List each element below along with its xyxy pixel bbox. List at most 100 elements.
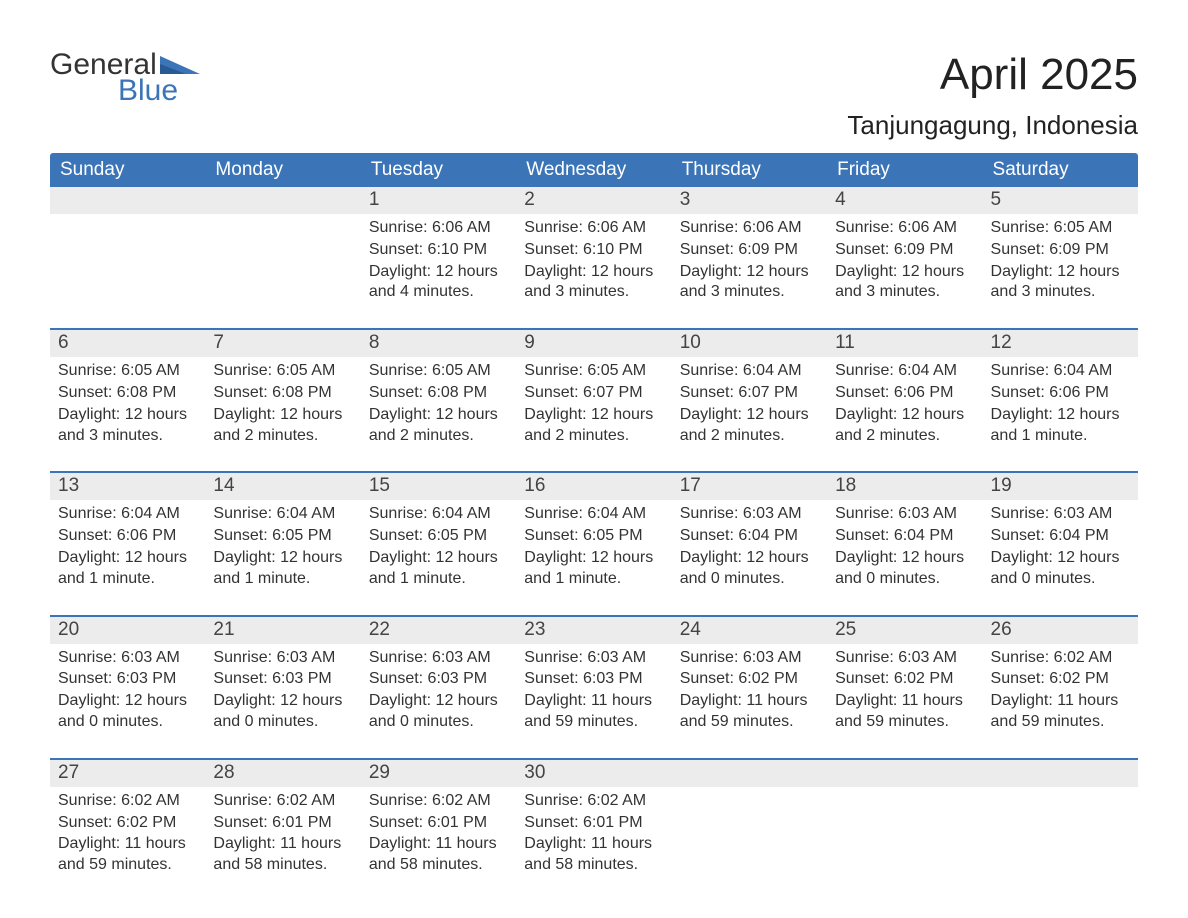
date-number: 4 — [827, 187, 982, 214]
day-cell: 3Sunrise: 6:06 AMSunset: 6:09 PMDaylight… — [672, 187, 827, 310]
daylight-text: Daylight: 12 hours and 4 minutes. — [369, 262, 508, 304]
daylight-text: Daylight: 11 hours and 58 minutes. — [213, 834, 352, 876]
day-body: Sunrise: 6:03 AMSunset: 6:04 PMDaylight:… — [672, 500, 827, 596]
day-cell: 14Sunrise: 6:04 AMSunset: 6:05 PMDayligh… — [205, 473, 360, 596]
logo-text-blue: Blue — [118, 76, 200, 106]
sunrise-text: Sunrise: 6:03 AM — [524, 648, 663, 669]
logo: General Blue — [50, 50, 200, 106]
daylight-text: Daylight: 12 hours and 3 minutes. — [680, 262, 819, 304]
day-body: Sunrise: 6:06 AMSunset: 6:10 PMDaylight:… — [516, 214, 671, 310]
sunrise-text: Sunrise: 6:06 AM — [680, 218, 819, 239]
date-number: 18 — [827, 473, 982, 500]
day-cell: 1Sunrise: 6:06 AMSunset: 6:10 PMDaylight… — [361, 187, 516, 310]
daylight-text: Daylight: 12 hours and 0 minutes. — [369, 691, 508, 733]
date-number: 8 — [361, 330, 516, 357]
daylight-text: Daylight: 12 hours and 1 minute. — [991, 405, 1130, 447]
date-number: 1 — [361, 187, 516, 214]
day-body: Sunrise: 6:03 AMSunset: 6:03 PMDaylight:… — [50, 644, 205, 740]
daylight-text: Daylight: 12 hours and 1 minute. — [524, 548, 663, 590]
day-cell: 17Sunrise: 6:03 AMSunset: 6:04 PMDayligh… — [672, 473, 827, 596]
daylight-text: Daylight: 11 hours and 59 minutes. — [58, 834, 197, 876]
sunrise-text: Sunrise: 6:02 AM — [991, 648, 1130, 669]
day-cell: 24Sunrise: 6:03 AMSunset: 6:02 PMDayligh… — [672, 617, 827, 740]
day-body: Sunrise: 6:04 AMSunset: 6:05 PMDaylight:… — [516, 500, 671, 596]
sunrise-text: Sunrise: 6:02 AM — [369, 791, 508, 812]
location-label: Tanjungagung, Indonesia — [847, 110, 1138, 141]
sunrise-text: Sunrise: 6:06 AM — [369, 218, 508, 239]
weekday-sunday: Sunday — [50, 153, 205, 187]
day-cell — [827, 760, 982, 883]
daylight-text: Daylight: 12 hours and 0 minutes. — [58, 691, 197, 733]
date-number: 21 — [205, 617, 360, 644]
day-body: Sunrise: 6:03 AMSunset: 6:03 PMDaylight:… — [361, 644, 516, 740]
sunset-text: Sunset: 6:09 PM — [991, 240, 1130, 261]
day-cell: 29Sunrise: 6:02 AMSunset: 6:01 PMDayligh… — [361, 760, 516, 883]
daylight-text: Daylight: 12 hours and 1 minute. — [369, 548, 508, 590]
sunset-text: Sunset: 6:06 PM — [835, 383, 974, 404]
day-cell: 10Sunrise: 6:04 AMSunset: 6:07 PMDayligh… — [672, 330, 827, 453]
sunrise-text: Sunrise: 6:02 AM — [213, 791, 352, 812]
sunrise-text: Sunrise: 6:02 AM — [58, 791, 197, 812]
calendar: SundayMondayTuesdayWednesdayThursdayFrid… — [50, 153, 1138, 883]
day-cell: 11Sunrise: 6:04 AMSunset: 6:06 PMDayligh… — [827, 330, 982, 453]
sunset-text: Sunset: 6:01 PM — [369, 813, 508, 834]
day-body: Sunrise: 6:03 AMSunset: 6:03 PMDaylight:… — [516, 644, 671, 740]
daylight-text: Daylight: 12 hours and 0 minutes. — [835, 548, 974, 590]
day-body: Sunrise: 6:03 AMSunset: 6:04 PMDaylight:… — [983, 500, 1138, 596]
week-row: 6Sunrise: 6:05 AMSunset: 6:08 PMDaylight… — [50, 328, 1138, 453]
sunset-text: Sunset: 6:05 PM — [369, 526, 508, 547]
day-body: Sunrise: 6:02 AMSunset: 6:01 PMDaylight:… — [516, 787, 671, 883]
date-number: 14 — [205, 473, 360, 500]
day-body: Sunrise: 6:05 AMSunset: 6:09 PMDaylight:… — [983, 214, 1138, 310]
date-number: 3 — [672, 187, 827, 214]
day-cell — [983, 760, 1138, 883]
week-row: 1Sunrise: 6:06 AMSunset: 6:10 PMDaylight… — [50, 187, 1138, 310]
day-cell: 20Sunrise: 6:03 AMSunset: 6:03 PMDayligh… — [50, 617, 205, 740]
month-title: April 2025 — [847, 50, 1138, 100]
day-body: Sunrise: 6:05 AMSunset: 6:08 PMDaylight:… — [361, 357, 516, 453]
daylight-text: Daylight: 11 hours and 59 minutes. — [524, 691, 663, 733]
day-cell: 12Sunrise: 6:04 AMSunset: 6:06 PMDayligh… — [983, 330, 1138, 453]
date-number: 13 — [50, 473, 205, 500]
daylight-text: Daylight: 12 hours and 0 minutes. — [680, 548, 819, 590]
sunset-text: Sunset: 6:01 PM — [524, 813, 663, 834]
day-body: Sunrise: 6:02 AMSunset: 6:02 PMDaylight:… — [983, 644, 1138, 740]
sunset-text: Sunset: 6:08 PM — [58, 383, 197, 404]
sunrise-text: Sunrise: 6:05 AM — [991, 218, 1130, 239]
daylight-text: Daylight: 11 hours and 59 minutes. — [680, 691, 819, 733]
date-number: 6 — [50, 330, 205, 357]
day-cell: 13Sunrise: 6:04 AMSunset: 6:06 PMDayligh… — [50, 473, 205, 596]
day-cell: 30Sunrise: 6:02 AMSunset: 6:01 PMDayligh… — [516, 760, 671, 883]
daylight-text: Daylight: 12 hours and 2 minutes. — [369, 405, 508, 447]
sunrise-text: Sunrise: 6:06 AM — [835, 218, 974, 239]
day-cell: 27Sunrise: 6:02 AMSunset: 6:02 PMDayligh… — [50, 760, 205, 883]
sunrise-text: Sunrise: 6:04 AM — [369, 504, 508, 525]
day-body: Sunrise: 6:04 AMSunset: 6:06 PMDaylight:… — [50, 500, 205, 596]
sunrise-text: Sunrise: 6:05 AM — [213, 361, 352, 382]
sunset-text: Sunset: 6:08 PM — [213, 383, 352, 404]
day-cell: 28Sunrise: 6:02 AMSunset: 6:01 PMDayligh… — [205, 760, 360, 883]
date-number: 10 — [672, 330, 827, 357]
sunset-text: Sunset: 6:01 PM — [213, 813, 352, 834]
sunrise-text: Sunrise: 6:04 AM — [680, 361, 819, 382]
day-body: Sunrise: 6:06 AMSunset: 6:10 PMDaylight:… — [361, 214, 516, 310]
weekday-friday: Friday — [827, 153, 982, 187]
daylight-text: Daylight: 12 hours and 1 minute. — [213, 548, 352, 590]
week-row: 13Sunrise: 6:04 AMSunset: 6:06 PMDayligh… — [50, 471, 1138, 596]
day-cell — [672, 760, 827, 883]
sunset-text: Sunset: 6:05 PM — [213, 526, 352, 547]
daylight-text: Daylight: 12 hours and 0 minutes. — [991, 548, 1130, 590]
daylight-text: Daylight: 12 hours and 0 minutes. — [213, 691, 352, 733]
day-body: Sunrise: 6:06 AMSunset: 6:09 PMDaylight:… — [672, 214, 827, 310]
date-number: 9 — [516, 330, 671, 357]
daylight-text: Daylight: 12 hours and 3 minutes. — [835, 262, 974, 304]
day-body: Sunrise: 6:03 AMSunset: 6:02 PMDaylight:… — [827, 644, 982, 740]
date-number: 17 — [672, 473, 827, 500]
date-number: 2 — [516, 187, 671, 214]
daylight-text: Daylight: 12 hours and 3 minutes. — [58, 405, 197, 447]
day-body: Sunrise: 6:02 AMSunset: 6:01 PMDaylight:… — [361, 787, 516, 883]
date-number: 23 — [516, 617, 671, 644]
date-number: 24 — [672, 617, 827, 644]
day-cell — [205, 187, 360, 310]
day-cell: 4Sunrise: 6:06 AMSunset: 6:09 PMDaylight… — [827, 187, 982, 310]
